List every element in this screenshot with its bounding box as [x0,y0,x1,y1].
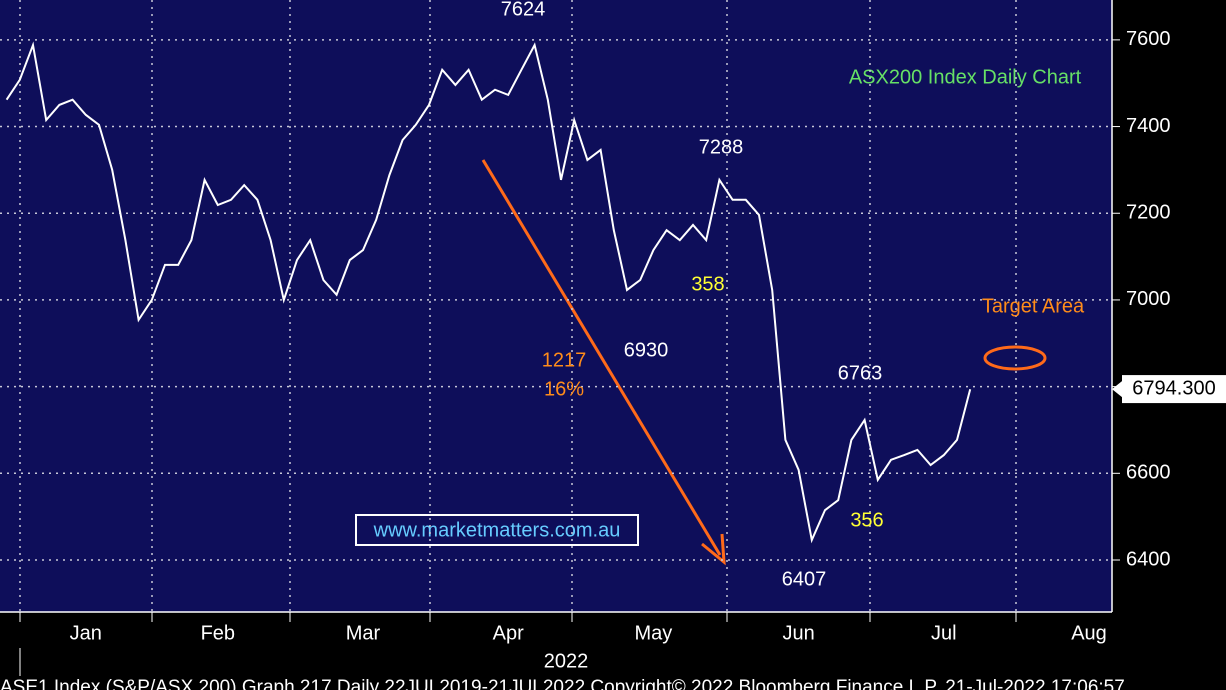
y-tick-label: 6600 [1126,462,1171,484]
x-tick-label: May [635,622,673,644]
x-month-ticks [19,612,1017,676]
x-tick-label: Jul [931,622,957,644]
x-axis-year: 2022 [544,650,589,672]
y-tick-label: 7200 [1126,202,1171,224]
y-tick-label: 7000 [1126,288,1171,310]
annotation: 6930 [624,339,669,361]
arrow-shaft [481,159,722,556]
annotation: Target Area [982,295,1085,317]
y-tick-label: 6400 [1126,548,1171,570]
target-ellipse [983,345,1047,371]
annotation: 1217 [542,349,587,371]
x-tick-label: Mar [346,622,381,644]
x-tick-label: Jan [70,622,102,644]
footer: ASE1 Index (S&P/ASX 200) Graph 217 Daily… [0,677,1125,690]
last-price-pointer [1112,381,1122,398]
x-tick-label: Feb [201,622,235,644]
chart-title: ASX200 Index Daily Chart [849,66,1082,88]
annotation: 7624 [501,0,546,20]
y-tick-label: 7400 [1126,115,1171,137]
y-tick-label: 7600 [1126,28,1171,50]
watermark-box [355,514,639,546]
annotation: 6763 [838,362,883,384]
price-line [5,41,972,544]
annotation: 356 [850,509,883,531]
x-axis-band [0,612,1226,690]
x-tick-label: Apr [493,622,524,644]
y-axis-band [1112,0,1226,612]
arrow-head [701,533,726,566]
x-tick-label: Aug [1071,622,1107,644]
annotation: 7288 [699,136,744,158]
annotation: 358 [691,273,724,295]
annotation: 16% [544,378,584,400]
last-price-label: 6794.300 [1132,377,1215,399]
last-price-box [1122,375,1226,404]
watermark: www.marketmatters.com.au [373,519,621,541]
annotation: 6407 [782,568,827,590]
x-tick-label: Jun [782,622,814,644]
